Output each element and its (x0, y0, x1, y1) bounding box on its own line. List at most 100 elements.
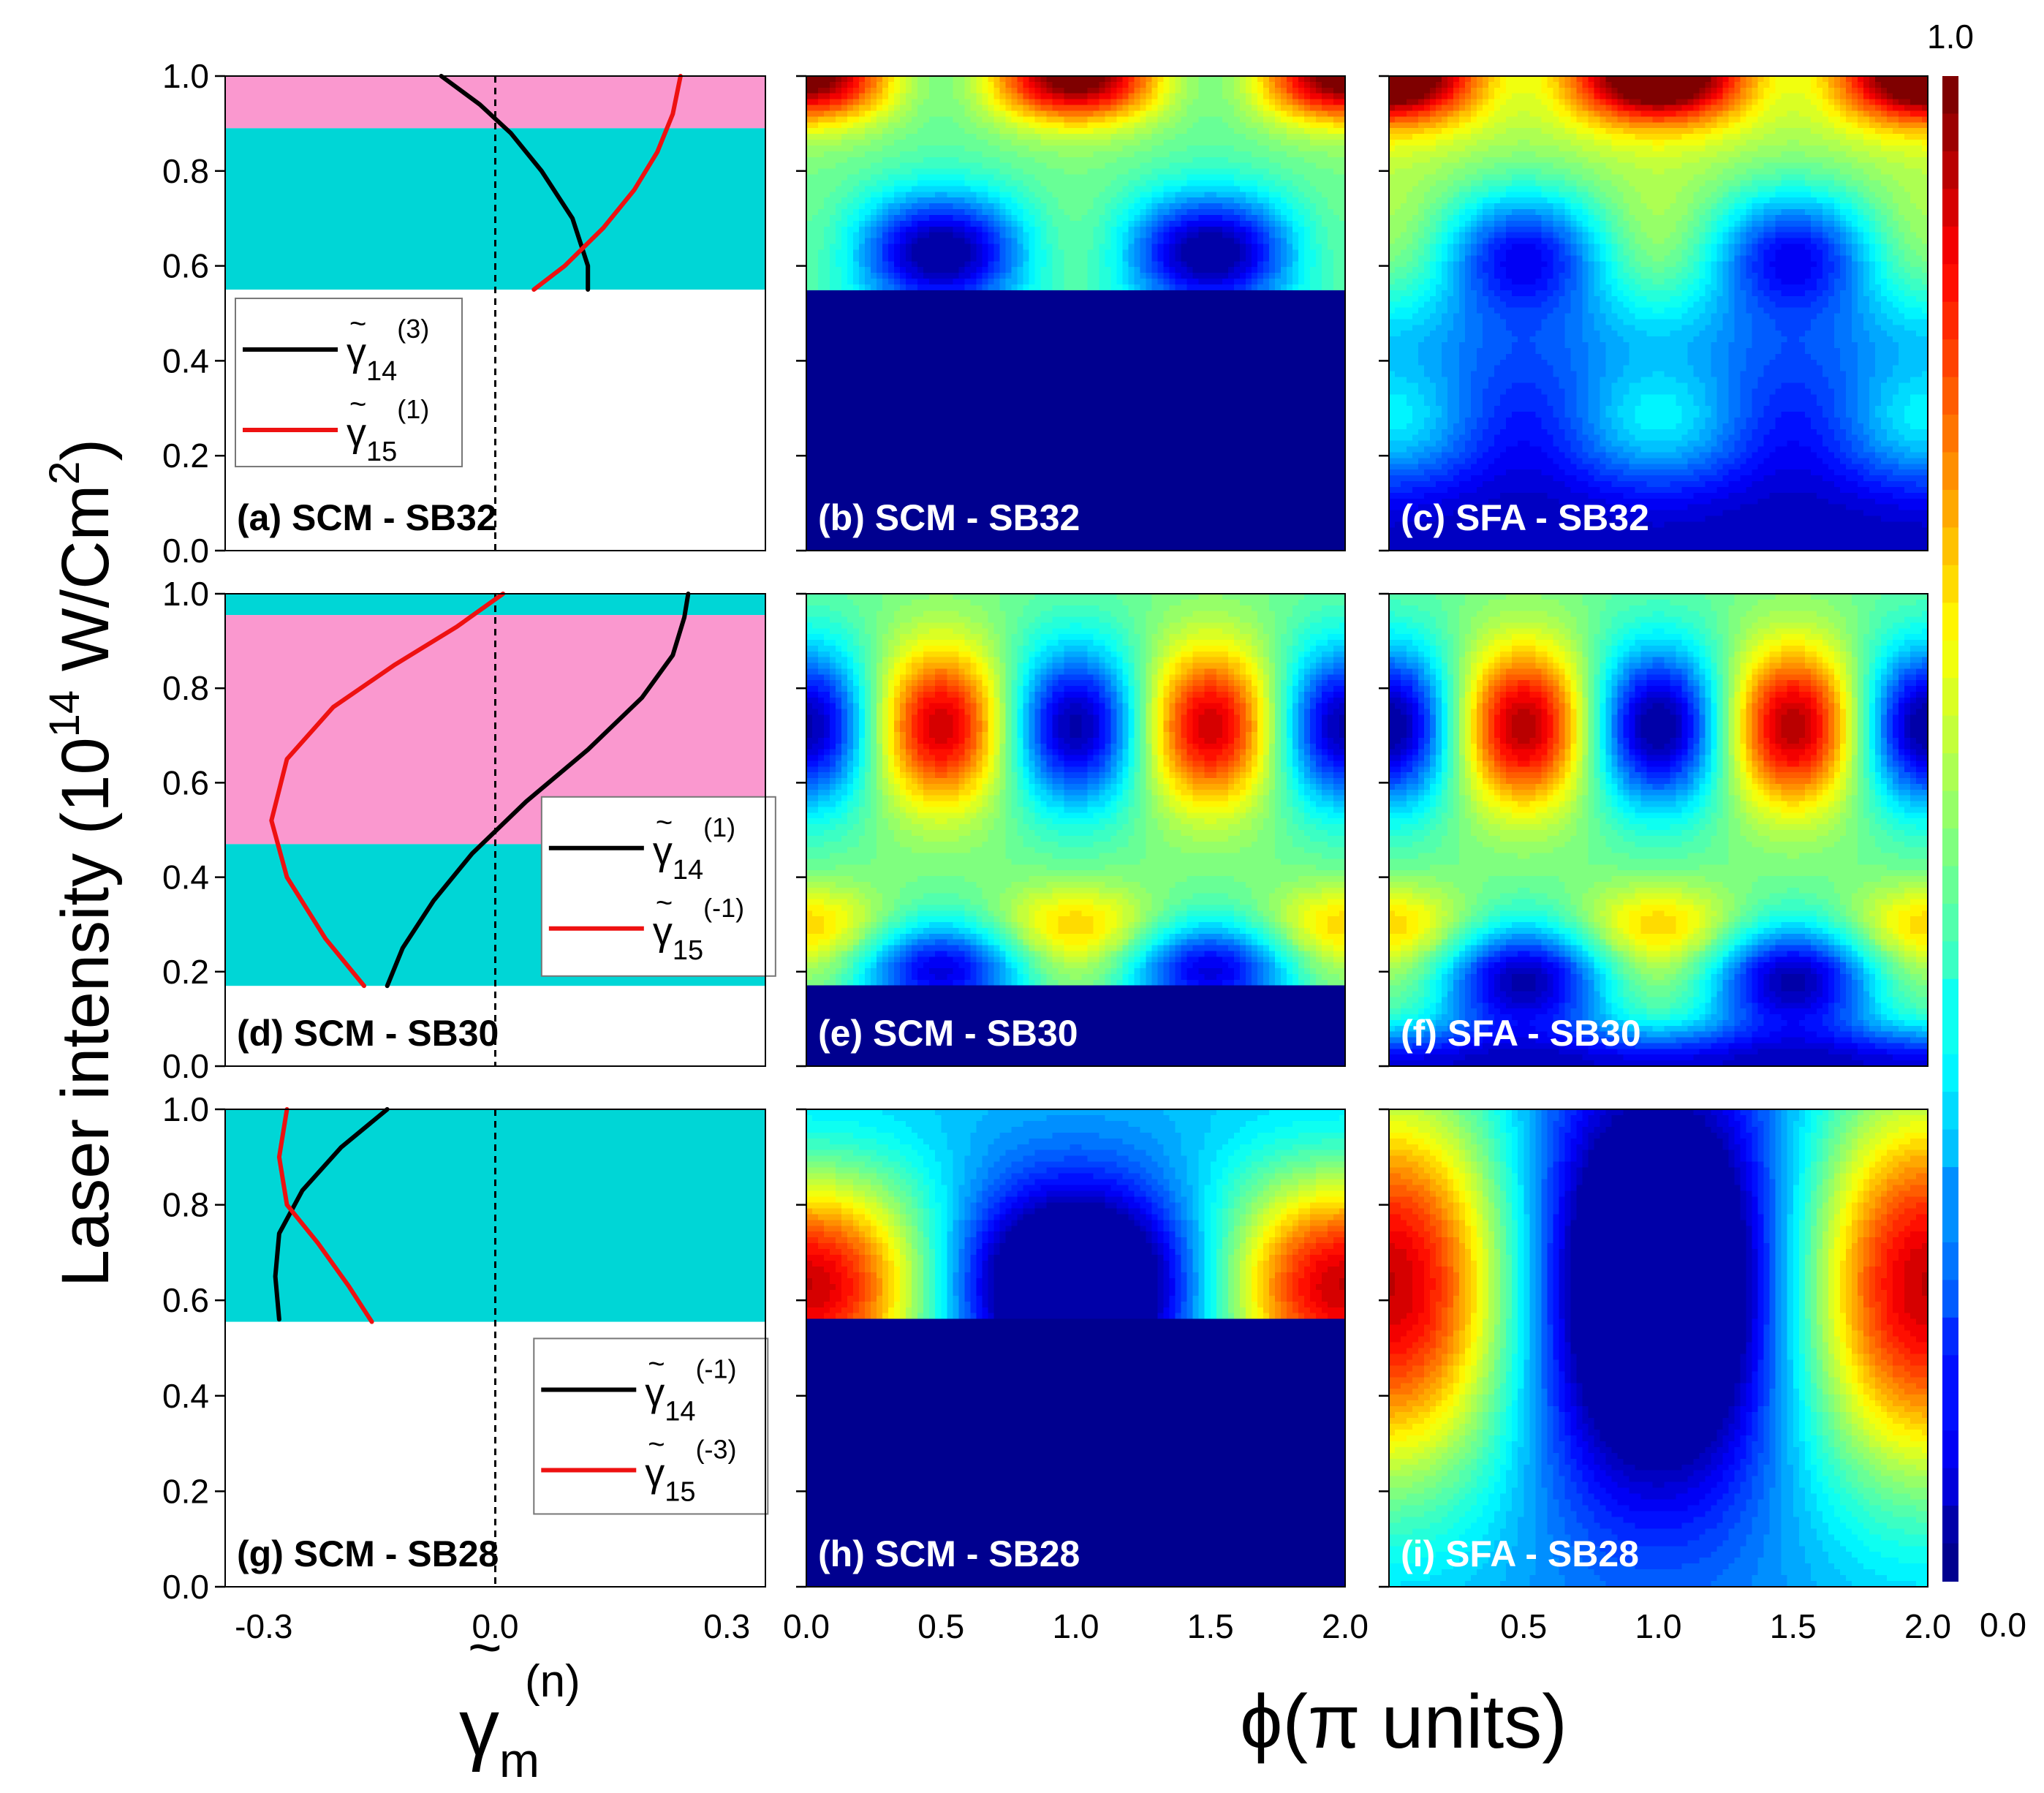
heatmap-cell (1287, 175, 1293, 181)
heatmap-cell (1181, 128, 1188, 135)
heatmap-cell (1205, 110, 1211, 117)
heatmap-cell (1164, 88, 1170, 94)
heatmap-cell (1011, 146, 1018, 152)
heatmap-cell (964, 82, 971, 88)
heatmap-cell (812, 88, 819, 94)
heatmap-cell (865, 128, 871, 135)
heatmap-cell (1034, 105, 1041, 112)
heatmap-cell (982, 99, 988, 106)
heatmap-cell (1187, 99, 1194, 106)
heatmap-cell (1076, 76, 1083, 83)
heatmap-cell (941, 175, 947, 181)
heatmap-cell (1152, 82, 1159, 88)
heatmap-cell (999, 175, 1006, 181)
heatmap-cell (953, 163, 959, 170)
heatmap-cell (818, 151, 825, 158)
heatmap-cell (941, 169, 947, 175)
heatmap-cell (1135, 128, 1141, 135)
heatmap-cell (1152, 180, 1159, 186)
heatmap-cell (1046, 175, 1053, 181)
heatmap-cell (1005, 157, 1012, 164)
heatmap-cell (1205, 140, 1211, 146)
heatmap-cell (1099, 169, 1106, 175)
heatmap-cell (1322, 94, 1328, 100)
heatmap-cell (824, 128, 830, 135)
heatmap-cell (1333, 157, 1340, 164)
heatmap-cell (1287, 99, 1293, 106)
heatmap-cell (853, 76, 860, 83)
heatmap-cell (1152, 110, 1159, 117)
heatmap-cell (1310, 122, 1317, 129)
heatmap-cell (1333, 128, 1340, 135)
heatmap-cell (1164, 140, 1170, 146)
series-point (633, 189, 635, 191)
heatmap-cell (947, 157, 953, 164)
heatmap-cell (1298, 180, 1305, 186)
heatmap-cell (888, 180, 895, 186)
heatmap-cell (1281, 82, 1287, 88)
heatmap-cell (888, 128, 895, 135)
heatmap-cell (1263, 76, 1270, 83)
heatmap-cell (836, 175, 842, 181)
heatmap-cell (1058, 105, 1064, 112)
heatmap-cell (1304, 82, 1311, 88)
heatmap-cell (865, 151, 871, 158)
heatmap-cell (947, 99, 953, 106)
heatmap-cell (871, 140, 877, 146)
heatmap-cell (1076, 105, 1083, 112)
heatmap-cell (947, 94, 953, 100)
heatmap-cell (993, 175, 1000, 181)
heatmap-cell (1070, 94, 1076, 100)
heatmap-cell (1205, 105, 1211, 112)
heatmap-cell (1070, 88, 1076, 94)
heatmap-cell (1082, 116, 1089, 123)
heatmap-cell (1228, 99, 1235, 106)
heatmap-cell (947, 151, 953, 158)
heatmap-cell (1211, 82, 1217, 88)
heatmap-cell (1211, 88, 1217, 94)
heatmap-cell (993, 110, 1000, 117)
heatmap-cell (1029, 140, 1035, 146)
heatmap-cell (1216, 82, 1223, 88)
heatmap-cell (1099, 157, 1106, 164)
heatmap-cell (1088, 175, 1094, 181)
heatmap-cell (830, 151, 836, 158)
heatmap-cell (929, 128, 936, 135)
heatmap-cell (871, 76, 877, 83)
series-point (602, 227, 605, 229)
heatmap-cell (1328, 122, 1334, 129)
heatmap-cell (818, 163, 825, 170)
legend-subscript: 14 (665, 1396, 695, 1427)
heatmap-cell (1094, 140, 1100, 146)
heatmap-cell (1316, 175, 1322, 181)
heatmap-cell (923, 140, 930, 146)
heatmap-cell (1029, 134, 1035, 140)
heatmap-cell (1023, 134, 1029, 140)
heatmap-cell (1228, 140, 1235, 146)
heatmap-cell (1263, 163, 1270, 170)
heatmap-cell (1105, 140, 1112, 146)
heatmap-cell (1176, 110, 1182, 117)
heatmap-cell (806, 76, 813, 83)
heatmap-cell (1040, 134, 1047, 140)
heatmap-cell (806, 175, 813, 181)
heatmap-cell (847, 76, 854, 83)
heatmap-cell (1117, 110, 1124, 117)
heatmap-cell (1058, 175, 1064, 181)
heatmap-cell (1287, 88, 1293, 94)
heatmap-cell (1040, 116, 1047, 123)
heatmap-cell (1333, 99, 1340, 106)
heatmap-cell (888, 186, 895, 192)
heatmap-cell (1140, 105, 1147, 112)
heatmap-cell (923, 110, 930, 117)
heatmap-cell (970, 76, 977, 83)
heatmap-cell (1292, 110, 1299, 117)
heatmap-cell (1052, 175, 1059, 181)
heatmap-cell (988, 134, 994, 140)
heatmap-cell (1275, 140, 1282, 146)
heatmap-cell (999, 76, 1006, 83)
heatmap-cell (847, 169, 854, 175)
heatmap-cell (1287, 146, 1293, 152)
panel-label: (d) SCM - SB30 (237, 1013, 499, 1054)
heatmap-cell (1310, 116, 1317, 123)
